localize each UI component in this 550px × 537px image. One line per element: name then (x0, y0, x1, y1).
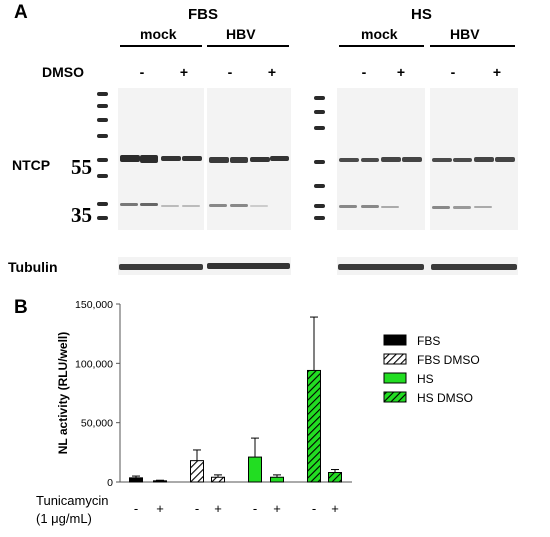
lower-band (361, 205, 379, 208)
ntcp-band (381, 157, 401, 162)
mw-ladder-left (96, 88, 110, 230)
lower-band (230, 204, 248, 207)
ntcp-band (209, 157, 229, 163)
lower-band (120, 203, 138, 206)
hs-hbv-rule (430, 45, 515, 47)
bar (190, 460, 204, 483)
ntcp-band (140, 155, 158, 163)
lower-band (432, 206, 450, 209)
tubulin-band (338, 264, 424, 270)
mw-55-label: 55 (71, 155, 92, 179)
legend-label: HS (417, 372, 434, 386)
tubulin-label: Tubulin (8, 259, 58, 275)
ntcp-band (230, 157, 248, 163)
x-tick-label: - (134, 501, 138, 516)
tubulin-blot-fbs (118, 257, 291, 275)
ntcp-band (474, 157, 494, 162)
dmso-sign: - (139, 64, 145, 80)
legend-swatch (383, 391, 407, 403)
dmso-sign: + (179, 64, 189, 80)
bar (328, 472, 342, 483)
x-tick-label: + (156, 501, 164, 516)
dmso-label: DMSO (42, 64, 84, 80)
bar (270, 476, 284, 483)
fbs-group-label: FBS (188, 6, 218, 23)
tubulin-band (431, 264, 517, 270)
fbs-mock-label: mock (140, 26, 177, 42)
lower-band (339, 205, 357, 208)
legend-label: FBS DMSO (417, 353, 480, 367)
x-tick-label: + (331, 501, 339, 516)
nl-activity-chart: 0 50,000 100,000 150,000 NL activity (RLU/we… (56, 299, 480, 516)
ntcp-band (361, 158, 379, 162)
x-tick-label: - (195, 501, 199, 516)
lower-band (161, 205, 179, 207)
lower-band (474, 206, 492, 208)
dmso-sign: - (227, 64, 233, 80)
panel-a-letter: A (14, 2, 28, 23)
x-tick-label: + (214, 501, 222, 516)
ntcp-band (120, 155, 140, 162)
fbs-hbv-rule (207, 45, 289, 47)
ntcp-label: NTCP (12, 157, 51, 173)
lower-band (381, 206, 399, 208)
y-tick-label: 50,000 (81, 418, 113, 430)
y-axis-label: NL activity (RLU/well) (56, 332, 70, 454)
lower-band (209, 204, 227, 207)
dmso-sign: + (267, 64, 277, 80)
lower-band (250, 205, 268, 207)
fbs-mock-rule (120, 45, 202, 47)
mw-ladder-right (313, 88, 327, 230)
lower-band (140, 203, 158, 206)
dmso-sign: - (450, 64, 456, 80)
dmso-sign: - (361, 64, 367, 80)
tubulin-band (119, 264, 203, 270)
bar (248, 456, 262, 483)
ntcp-band (182, 156, 202, 161)
ntcp-band (453, 158, 472, 162)
tubulin-band (207, 263, 290, 269)
lower-band (182, 205, 200, 207)
ntcp-band (339, 158, 359, 162)
legend-swatch (383, 353, 407, 365)
legend-swatch (383, 372, 407, 384)
x-tick-label: + (273, 501, 281, 516)
y-tick-label: 150,000 (75, 299, 113, 311)
ntcp-band (161, 156, 181, 161)
panel-b-letter: B (14, 297, 28, 318)
bar (129, 477, 143, 483)
ntcp-band (402, 157, 422, 162)
hs-hbv-label: HBV (450, 26, 480, 42)
tunicamycin-concentration-label: (1 μg/mL) (36, 511, 92, 526)
hs-mock-rule (339, 45, 424, 47)
legend-label: FBS (417, 334, 440, 348)
x-tick-label: - (253, 501, 257, 516)
ntcp-band (250, 157, 270, 162)
hs-group-label: HS (411, 6, 432, 23)
bar (211, 476, 225, 483)
legend-label: HS DMSO (417, 391, 473, 405)
tubulin-blot-hs (337, 257, 518, 275)
y-tick-label: 0 (107, 477, 113, 489)
y-tick-label: 100,000 (75, 358, 113, 370)
bar (153, 480, 167, 483)
ntcp-band (432, 158, 452, 162)
fbs-hbv-label: HBV (226, 26, 256, 42)
mw-35-label: 35 (71, 203, 92, 227)
x-tick-label: - (312, 501, 316, 516)
bar (307, 369, 321, 483)
tunicamycin-label: Tunicamycin (36, 493, 109, 508)
ntcp-band (495, 157, 515, 162)
legend-swatch (383, 334, 407, 346)
dmso-sign: + (492, 64, 502, 80)
hs-mock-label: mock (361, 26, 398, 42)
dmso-sign: + (396, 64, 406, 80)
ntcp-band (270, 156, 289, 161)
lower-band (453, 206, 471, 209)
